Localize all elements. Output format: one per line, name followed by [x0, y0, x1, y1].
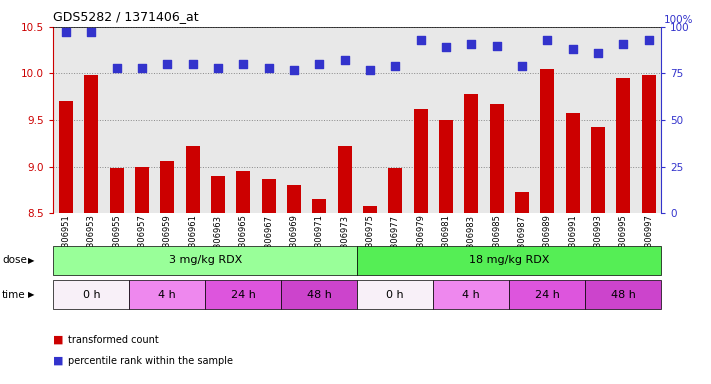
Text: 24 h: 24 h — [535, 290, 560, 300]
Bar — [540, 69, 554, 213]
Bar — [59, 101, 73, 213]
Point — [161, 61, 173, 67]
Bar — [262, 179, 276, 213]
Point — [592, 50, 604, 56]
Point — [187, 61, 198, 67]
Bar — [85, 75, 98, 213]
Text: 48 h: 48 h — [307, 290, 332, 300]
Point — [390, 63, 401, 69]
Point — [213, 65, 224, 71]
Bar — [388, 169, 402, 213]
Text: 4 h: 4 h — [462, 290, 480, 300]
Bar — [135, 167, 149, 213]
Bar — [186, 146, 200, 213]
Bar — [490, 104, 503, 213]
Point — [542, 37, 553, 43]
Text: GDS5282 / 1371406_at: GDS5282 / 1371406_at — [53, 10, 199, 23]
Point — [618, 41, 629, 47]
Point — [440, 44, 451, 50]
Bar — [464, 94, 479, 213]
Text: ▶: ▶ — [28, 256, 35, 265]
Text: 3 mg/kg RDX: 3 mg/kg RDX — [169, 255, 242, 265]
Text: ▶: ▶ — [28, 290, 35, 299]
Point — [85, 30, 97, 36]
Bar — [338, 146, 351, 213]
Text: percentile rank within the sample: percentile rank within the sample — [68, 356, 232, 366]
Point — [643, 37, 654, 43]
Bar — [591, 126, 605, 213]
Bar — [109, 169, 124, 213]
Point — [415, 37, 427, 43]
Text: 0 h: 0 h — [387, 290, 404, 300]
Point — [60, 30, 72, 36]
Point — [516, 63, 528, 69]
Text: time: time — [2, 290, 26, 300]
Text: 18 mg/kg RDX: 18 mg/kg RDX — [469, 255, 550, 265]
Point — [263, 65, 274, 71]
Point — [491, 43, 502, 49]
Point — [111, 65, 122, 71]
Bar — [312, 199, 326, 213]
Point — [364, 67, 375, 73]
Bar — [161, 161, 174, 213]
Bar — [236, 171, 250, 213]
Bar — [641, 75, 656, 213]
Bar — [616, 78, 630, 213]
Point — [567, 46, 578, 52]
Bar — [363, 206, 377, 213]
Text: ■: ■ — [53, 356, 64, 366]
Text: 0 h: 0 h — [82, 290, 100, 300]
Point — [237, 61, 249, 67]
Bar — [287, 185, 301, 213]
Text: 100%: 100% — [663, 15, 693, 25]
Text: 24 h: 24 h — [231, 290, 256, 300]
Text: dose: dose — [2, 255, 27, 265]
Bar — [515, 192, 529, 213]
Bar — [439, 120, 453, 213]
Point — [137, 65, 148, 71]
Bar — [566, 114, 579, 213]
Point — [466, 41, 477, 47]
Bar — [414, 109, 427, 213]
Point — [339, 57, 351, 63]
Text: 4 h: 4 h — [159, 290, 176, 300]
Text: ■: ■ — [53, 335, 64, 345]
Point — [288, 67, 299, 73]
Bar — [211, 176, 225, 213]
Point — [314, 61, 325, 67]
Text: transformed count: transformed count — [68, 335, 159, 345]
Text: 48 h: 48 h — [611, 290, 636, 300]
